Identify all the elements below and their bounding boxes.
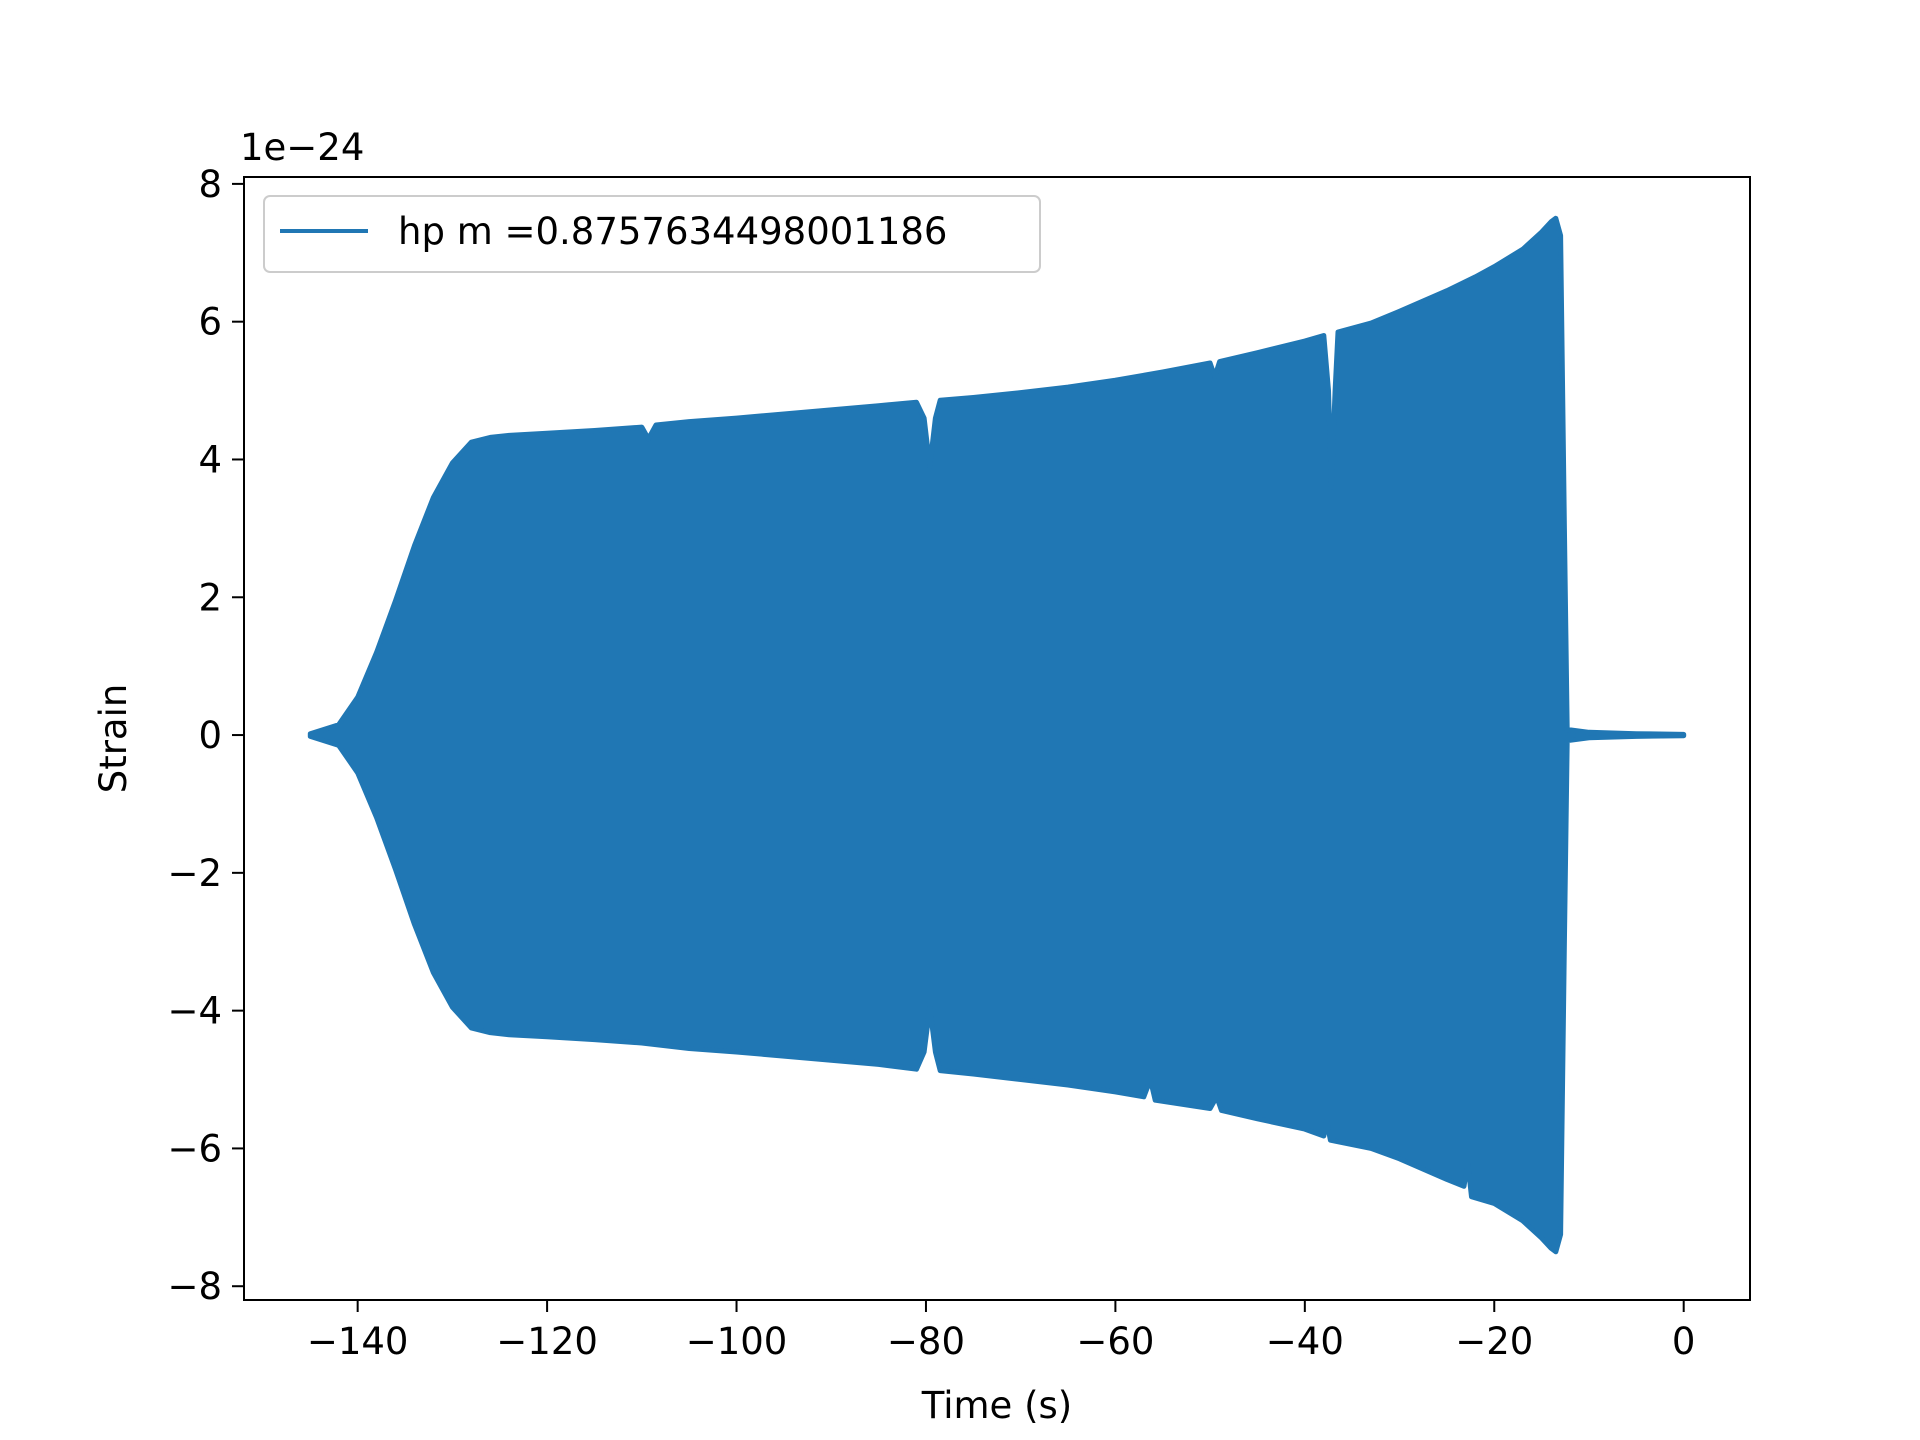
y-tick-label: −8 [167,1265,222,1308]
y-tick-label: 4 [198,438,222,481]
y-tick-label: 6 [198,301,222,344]
x-tick-label: −20 [1455,1320,1533,1363]
y-tick-label: 2 [198,576,222,619]
y-tick-label: 0 [198,714,222,757]
y-tick-label: −4 [167,990,222,1033]
y-axis-label: Strain [92,684,135,794]
x-tick-label: −40 [1266,1320,1344,1363]
y-axis-offset-label: 1e−24 [240,126,364,169]
y-tick-label: −6 [167,1127,222,1170]
legend-box [263,195,1041,273]
y-tick-label: −2 [167,852,222,895]
plot-area [307,215,1687,1255]
x-axis-label: Time (s) [921,1384,1072,1427]
x-axis-ticks: −140 −120 −100 −80 −60 −40 −20 0 [307,1300,1696,1363]
x-tick-label: −120 [496,1320,598,1363]
x-tick-label: −60 [1076,1320,1154,1363]
series-waveform-area [307,215,1687,1255]
x-tick-label: 0 [1672,1320,1696,1363]
axes-frame [243,176,1751,1301]
legend-label: hp m =0.8757634498001186 [398,210,947,253]
y-axis-ticks: 8 6 4 2 0 −2 −4 −6 −8 [167,163,244,1308]
x-tick-label: −80 [887,1320,965,1363]
x-tick-label: −100 [686,1320,788,1363]
legend: hp m =0.8757634498001186 [263,195,1041,273]
y-tick-label: 8 [198,163,222,206]
x-tick-label: −140 [307,1320,409,1363]
